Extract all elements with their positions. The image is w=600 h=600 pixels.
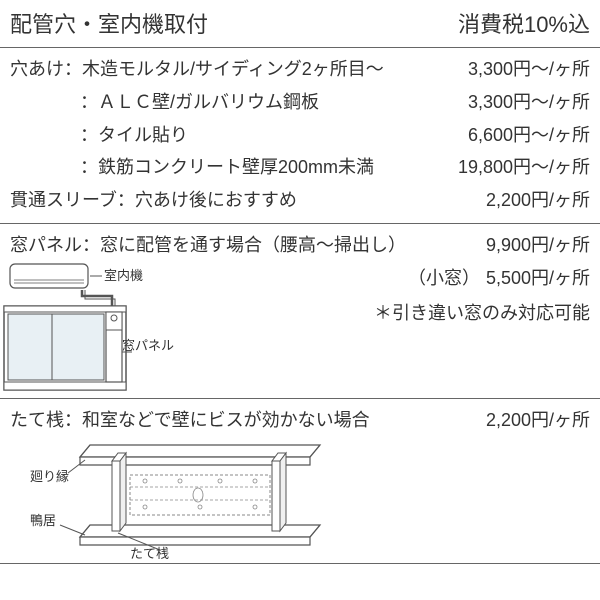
page-title: 配管穴・室内機取付 [10,6,208,43]
row-price: 3,300円〜/ヶ所 [468,87,590,118]
tatesan-label: たて桟 [130,546,169,560]
section-tatesan: たて桟：和室などで壁にビスが効かない場合 2,200円/ヶ所 [0,399,600,564]
section-hole-drilling: 穴あけ：木造モルタル/サイディング2ヶ所目〜 3,300円〜/ヶ所 ：ＡＬＣ壁/… [0,48,600,224]
row-label: 窓パネル：窓に配管を通す場合（腰高〜掃出し） [10,230,486,261]
row-price: 5,500円/ヶ所 [486,263,590,294]
mawari-label: 廻り縁 [30,469,69,484]
row-label: ：タイル貼り [10,120,468,151]
ac-unit-label: 室内機 [104,268,143,283]
row-price: 9,900円/ヶ所 [486,230,590,261]
row-price: 2,200円/ヶ所 [486,405,590,436]
row-price: 6,600円〜/ヶ所 [468,120,590,151]
row-label: たて桟：和室などで壁にビスが効かない場合 [10,405,486,436]
row-price: 3,300円〜/ヶ所 [468,54,590,85]
row-price: 2,200円/ヶ所 [486,185,590,216]
tax-note: 消費税10%込 [458,6,590,43]
window-panel-label: 窓パネル [122,338,174,353]
row-label: ：鉄筋コンクリート壁厚200mm未満 [10,152,458,183]
row-label: 穴あけ：木造モルタル/サイディング2ヶ所目〜 [10,54,468,85]
row-price: 19,800円〜/ヶ所 [458,152,590,183]
window-panel-diagram: 室内機 窓パネル [2,262,174,392]
row-label: ：ＡＬＣ壁/ガルバリウム鋼板 [10,87,468,118]
row-label: 貫通スリーブ：穴あけ後におすすめ [10,185,486,216]
kamoi-label: 鴨居 [30,513,56,528]
section-window-panel: 窓パネル：窓に配管を通す場合（腰高〜掃出し） 9,900円/ヶ所 （小窓） 5,… [0,224,600,399]
tatesan-diagram: 廻り縁 鴨居 たて桟 [30,435,330,560]
